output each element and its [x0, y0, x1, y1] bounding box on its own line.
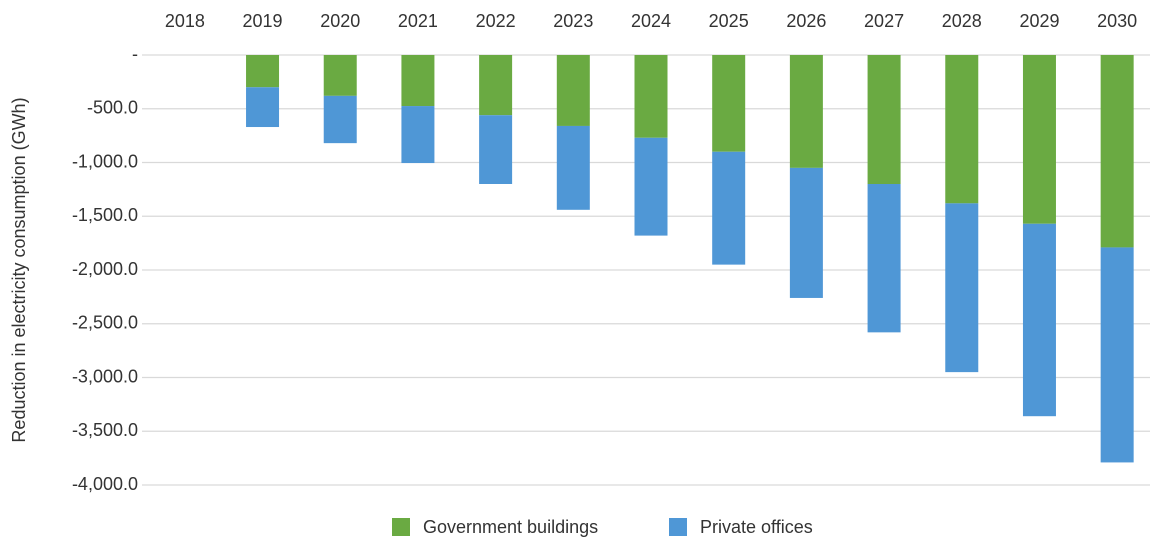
bar-segment — [556, 55, 590, 126]
bar-segment — [479, 115, 513, 184]
bar-segment — [323, 55, 357, 96]
bar-segment — [945, 203, 979, 373]
legend-swatch — [669, 518, 687, 536]
x-tick-label: 2029 — [1019, 11, 1059, 31]
legend-label: Government buildings — [423, 517, 598, 537]
x-tick-label: 2028 — [942, 11, 982, 31]
x-tick-label: 2027 — [864, 11, 904, 31]
x-tick-label: 2030 — [1097, 11, 1137, 31]
bar-segment — [246, 55, 280, 88]
x-tick-label: 2025 — [709, 11, 749, 31]
bar-segment — [323, 95, 357, 144]
bar-segment — [401, 55, 435, 107]
bar-segment — [789, 167, 823, 298]
bar-segment — [1022, 55, 1056, 224]
bar-segment — [634, 137, 668, 236]
bar-segment — [945, 55, 979, 204]
y-tick-label: -2,500.0 — [72, 313, 138, 333]
y-tick-label: -3,000.0 — [72, 366, 138, 386]
x-tick-label: 2022 — [476, 11, 516, 31]
bar-segment — [1022, 223, 1056, 417]
bar-segment — [401, 106, 435, 164]
bar-segment — [789, 55, 823, 168]
bar-segment — [1100, 55, 1134, 248]
bar-segment — [712, 55, 746, 152]
bar-segment — [556, 125, 590, 210]
bar-segment — [634, 55, 668, 138]
bar-segment — [1100, 247, 1134, 463]
x-tick-label: 2020 — [320, 11, 360, 31]
x-tick-label: 2024 — [631, 11, 671, 31]
legend-label: Private offices — [700, 517, 813, 537]
x-tick-label: 2023 — [553, 11, 593, 31]
x-tick-label: 2026 — [786, 11, 826, 31]
y-tick-label: -1,000.0 — [72, 151, 138, 171]
bar-segment — [867, 184, 901, 333]
y-tick-label: -4,000.0 — [72, 474, 138, 494]
x-tick-label: 2019 — [243, 11, 283, 31]
y-tick-label: -1,500.0 — [72, 205, 138, 225]
y-tick-label: -2,000.0 — [72, 259, 138, 279]
bar-segment — [479, 55, 513, 116]
bar-segment — [867, 55, 901, 184]
y-tick-label: - — [132, 44, 138, 64]
y-axis-title: Reduction in electricity consumption (GW… — [9, 97, 29, 442]
y-tick-label: -3,500.0 — [72, 420, 138, 440]
x-tick-label: 2021 — [398, 11, 438, 31]
x-tick-label: 2018 — [165, 11, 205, 31]
legend-swatch — [392, 518, 410, 536]
y-tick-label: -500.0 — [87, 98, 138, 118]
bar-segment — [712, 151, 746, 265]
bar-segment — [246, 87, 280, 128]
